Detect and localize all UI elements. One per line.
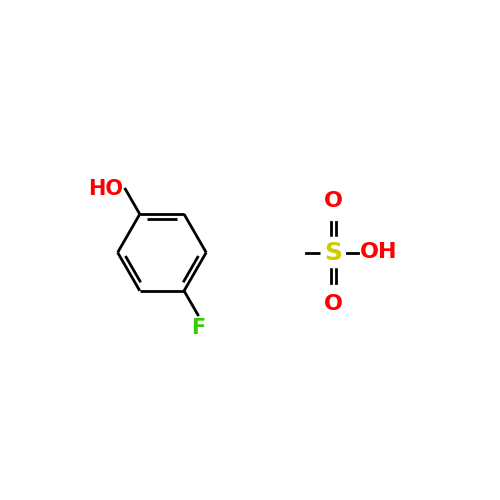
Text: OH: OH xyxy=(360,242,398,262)
Text: O: O xyxy=(324,294,343,314)
Text: S: S xyxy=(324,240,342,264)
Text: F: F xyxy=(191,318,205,338)
Text: O: O xyxy=(324,192,343,212)
Text: HO: HO xyxy=(88,179,124,199)
